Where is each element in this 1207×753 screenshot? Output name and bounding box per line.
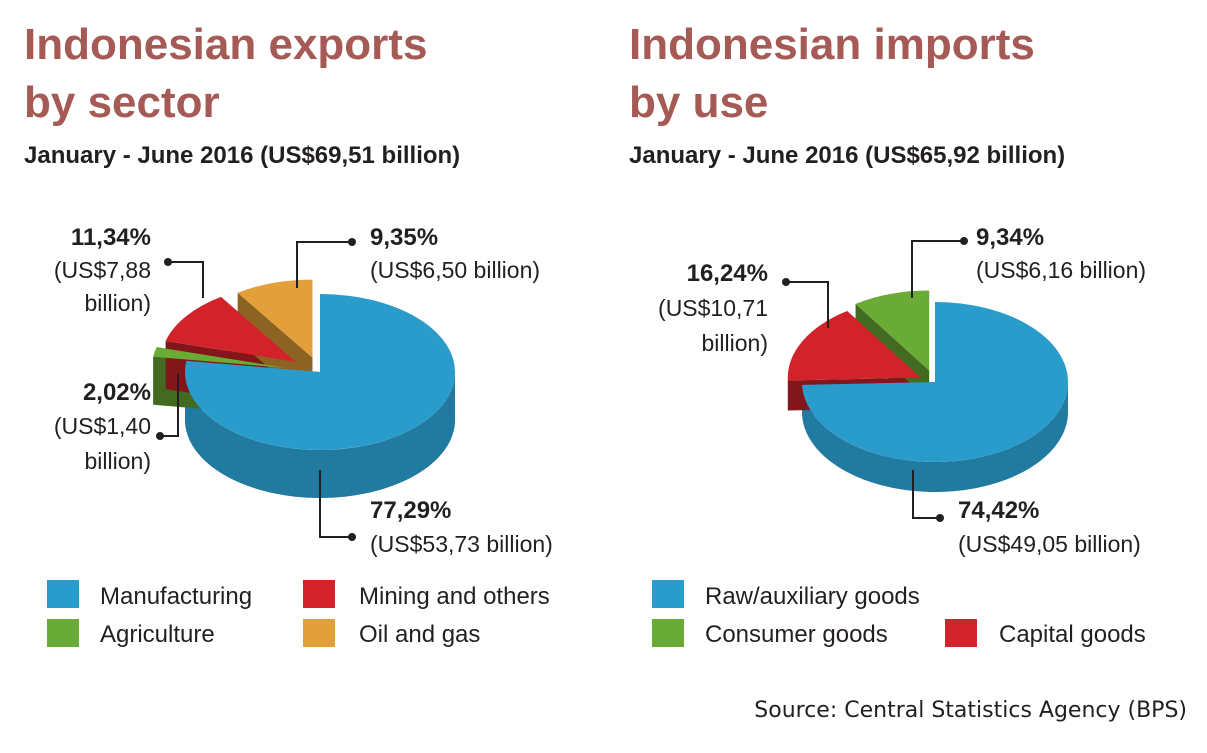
exports-leader-lines bbox=[160, 241, 352, 538]
exports-legend: Manufacturing Mining and others Agricult… bbox=[47, 580, 550, 648]
legend-label-capital: Capital goods bbox=[999, 621, 1146, 648]
leader-manu bbox=[319, 470, 352, 538]
label-consumer-amount: (US$6,16 billion) bbox=[976, 257, 1146, 283]
label-oil-pct: 9,35% bbox=[370, 224, 438, 251]
legend-label-raw: Raw/auxiliary goods bbox=[705, 583, 920, 610]
imports-pie bbox=[787, 290, 1068, 492]
imports-title-line2: by use bbox=[629, 78, 769, 127]
pie-slice-mining-and-others bbox=[165, 296, 296, 362]
label-manu-pct: 77,29% bbox=[370, 497, 451, 524]
label-capital-amount-1: (US$10,71 bbox=[658, 295, 768, 321]
imports-leader-dots bbox=[782, 237, 968, 522]
label-mining-amount-2: billion) bbox=[85, 290, 151, 316]
leader-agri bbox=[160, 374, 179, 437]
imports-subtitle: January - June 2016 (US$65,92 billion) bbox=[629, 142, 1066, 169]
dot-consumer bbox=[960, 237, 968, 245]
exports-subtitle: January - June 2016 (US$69,51 billion) bbox=[24, 142, 461, 169]
label-consumer-pct: 9,34% bbox=[976, 224, 1044, 251]
legend-swatch-consumer bbox=[652, 619, 684, 647]
dot-oil bbox=[348, 238, 356, 246]
label-raw-pct: 74,42% bbox=[958, 497, 1039, 524]
leader-capital bbox=[786, 281, 829, 328]
imports-title: Indonesian imports by use bbox=[629, 16, 1035, 132]
label-mining-pct: 11,34% bbox=[71, 224, 151, 251]
imports-leader-lines bbox=[786, 240, 964, 519]
legend-swatch-capital bbox=[945, 619, 977, 647]
leader-consumer bbox=[911, 240, 964, 298]
label-capital-pct: 16,24% bbox=[687, 260, 768, 287]
label-mining-amount-1: (US$7,88 bbox=[54, 257, 151, 283]
pie-slice-agriculture bbox=[153, 347, 287, 368]
legend-label-consumer: Consumer goods bbox=[705, 621, 888, 648]
label-agri-amount-2: billion) bbox=[85, 448, 151, 474]
exports-title: Indonesian exports by sector bbox=[24, 16, 427, 132]
label-manu-amount: (US$53,73 billion) bbox=[370, 531, 553, 557]
legend-label-manufacturing: Manufacturing bbox=[100, 583, 252, 610]
imports-legend: Raw/auxiliary goods Consumer goods Capit… bbox=[652, 580, 1146, 648]
label-raw-amount: (US$49,05 billion) bbox=[958, 531, 1141, 557]
pie-outer-wall-manufacturing bbox=[185, 372, 455, 498]
exports-title-line2: by sector bbox=[24, 78, 220, 127]
legend-swatch-oil bbox=[303, 619, 335, 647]
leader-mining bbox=[168, 261, 204, 298]
legend-swatch-mining bbox=[303, 580, 335, 608]
exports-leader-dots bbox=[156, 238, 356, 541]
pie-slice-capital-goods bbox=[787, 310, 921, 381]
legend-swatch-manufacturing bbox=[47, 580, 79, 608]
pie-slice-raw-auxiliary-goods bbox=[802, 302, 1068, 463]
label-capital-amount-2: billion) bbox=[702, 330, 768, 356]
pie-slice-manufacturing bbox=[185, 294, 455, 450]
dot-mining bbox=[164, 258, 172, 266]
legend-label-mining: Mining and others bbox=[359, 583, 550, 610]
leader-oil bbox=[296, 241, 352, 288]
dot-manu bbox=[348, 533, 356, 541]
pie-slice-oil-and-gas bbox=[237, 279, 313, 358]
dot-capital bbox=[782, 278, 790, 286]
pie-outer-wall-raw-auxiliary-goods bbox=[802, 382, 1068, 492]
label-agri-amount-1: (US$1,40 bbox=[54, 413, 151, 439]
exports-pie bbox=[153, 279, 455, 498]
label-agri-pct: 2,02% bbox=[83, 379, 151, 406]
legend-swatch-raw bbox=[652, 580, 684, 608]
legend-label-agriculture: Agriculture bbox=[100, 621, 215, 648]
source-note: Source: Central Statistics Agency (BPS) bbox=[754, 698, 1187, 723]
legend-swatch-agriculture bbox=[47, 619, 79, 647]
imports-title-line1: Indonesian imports bbox=[629, 20, 1035, 69]
dot-raw bbox=[936, 514, 944, 522]
leader-raw bbox=[912, 470, 940, 519]
dot-agri bbox=[156, 432, 164, 440]
legend-label-oil: Oil and gas bbox=[359, 621, 480, 648]
pie-slice-consumer-goods bbox=[855, 290, 930, 371]
label-oil-amount: (US$6,50 billion) bbox=[370, 257, 540, 283]
exports-title-line1: Indonesian exports bbox=[24, 20, 428, 69]
